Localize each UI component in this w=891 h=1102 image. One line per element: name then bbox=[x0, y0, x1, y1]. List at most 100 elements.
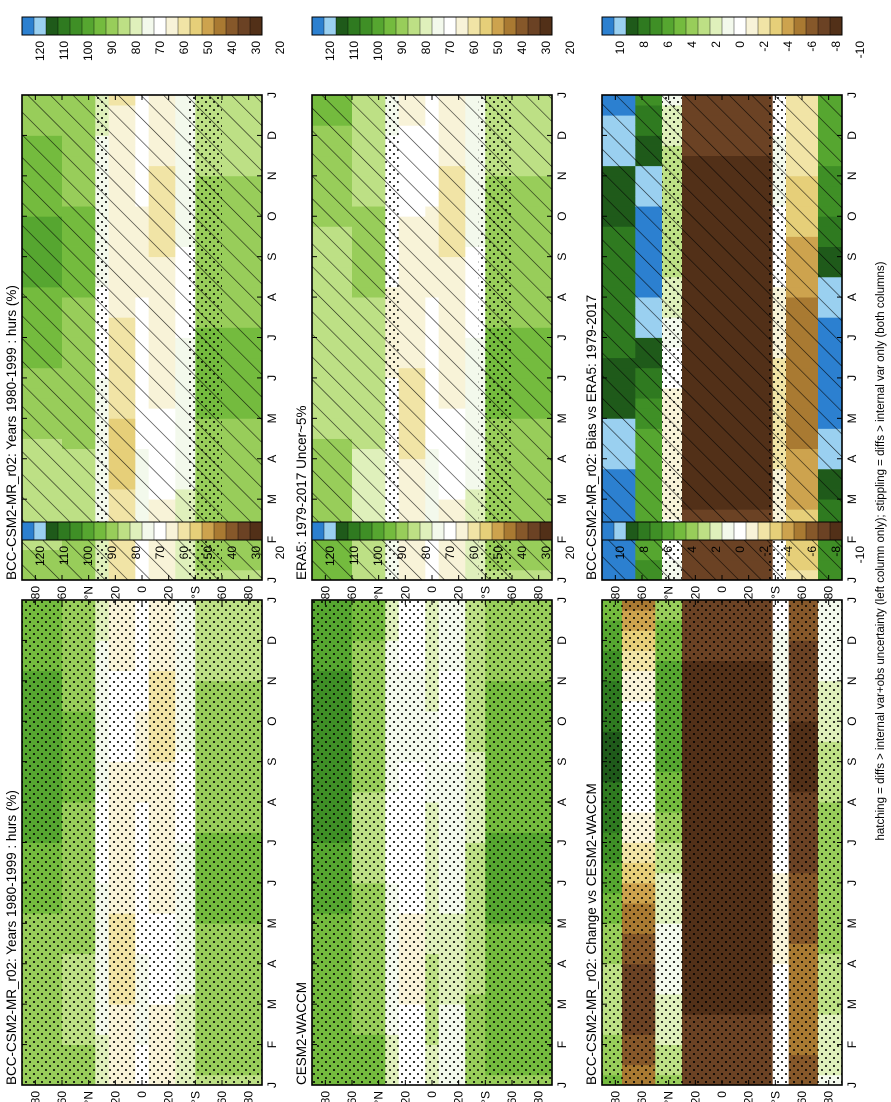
colorbar-label: 40 bbox=[225, 41, 239, 55]
month-tick-label: N bbox=[265, 676, 279, 685]
colorbar-frame bbox=[601, 16, 843, 36]
overlay-layer bbox=[22, 95, 262, 580]
stippling bbox=[478, 95, 512, 580]
stippling bbox=[662, 95, 682, 580]
colorbar-swatch bbox=[455, 16, 469, 36]
colorbar-swatch bbox=[515, 16, 529, 36]
lat-tick-label: 60 bbox=[215, 1091, 229, 1102]
colorbar-frame bbox=[311, 16, 553, 36]
colorbar-swatch bbox=[817, 16, 831, 36]
lat-tick-label: 20 bbox=[162, 1091, 176, 1102]
colorbar-swatch bbox=[117, 521, 131, 541]
colorbar-label: -8 bbox=[829, 41, 843, 52]
month-tick-label: J bbox=[555, 1082, 569, 1088]
colorbar-swatch bbox=[371, 16, 385, 36]
month-tick-label: M bbox=[555, 918, 569, 928]
colorbar-label: 60 bbox=[177, 41, 191, 55]
month-tick-label: J bbox=[265, 375, 279, 381]
colorbar-swatch bbox=[491, 16, 505, 36]
colorbar-label: 60 bbox=[467, 41, 481, 55]
panel-p3: 80 60 °N 20 0 20 °S 60 80 J F M A M J J A S O N D J ERA5: 197… bbox=[294, 16, 577, 600]
colorbar-label: 90 bbox=[105, 41, 119, 55]
colorbar-label: 110 bbox=[57, 41, 71, 60]
colorbar-swatch bbox=[93, 521, 107, 541]
colorbar-label: 30 bbox=[249, 546, 263, 560]
month-tick-label: J bbox=[265, 840, 279, 846]
colorbar-label: 110 bbox=[57, 546, 71, 565]
lat-tick-label: °S bbox=[478, 586, 492, 599]
overlay-layer bbox=[602, 600, 842, 1085]
colorbar: 120 110 100 90 80 70 60 50 40 30 20 bbox=[311, 16, 577, 61]
colorbar-label: 30 bbox=[539, 41, 553, 55]
month-tick-label: J bbox=[555, 375, 569, 381]
month-tick-label: J bbox=[845, 92, 859, 98]
colorbar-swatch bbox=[347, 16, 361, 36]
month-tick-label: S bbox=[265, 758, 279, 766]
colorbar-swatch bbox=[177, 16, 191, 36]
colorbar-swatch bbox=[613, 16, 627, 36]
colorbar: 120 110 100 90 80 70 60 50 40 30 20 bbox=[311, 521, 577, 566]
colorbar-label: 2 bbox=[709, 546, 723, 553]
colorbar-label: 90 bbox=[395, 41, 409, 55]
colorbar-swatch bbox=[467, 521, 481, 541]
colorbar-label: 70 bbox=[153, 546, 167, 560]
colorbar-swatch bbox=[637, 521, 651, 541]
colorbar-label: -6 bbox=[805, 546, 819, 557]
colorbar-label: 120 bbox=[323, 41, 337, 61]
month-tick-label: J bbox=[265, 577, 279, 583]
lat-tick-label: °N bbox=[662, 586, 676, 599]
month-tick-label: O bbox=[555, 717, 569, 726]
month-tick-label: A bbox=[265, 455, 279, 463]
colorbar-swatch bbox=[649, 521, 663, 541]
colorbar-swatch bbox=[709, 521, 723, 541]
colorbar-label: 50 bbox=[201, 41, 215, 55]
colorbar-label: 30 bbox=[249, 41, 263, 55]
colorbar-label: 20 bbox=[273, 41, 287, 55]
colorbar-label: -4 bbox=[781, 546, 795, 557]
colorbar-swatch bbox=[45, 16, 59, 36]
month-tick-label: D bbox=[555, 131, 569, 140]
colorbar-swatch bbox=[601, 521, 615, 541]
colorbar-label: 80 bbox=[129, 546, 143, 560]
month-tick-label: S bbox=[555, 253, 569, 261]
lat-tick-label: 60 bbox=[215, 586, 229, 600]
colorbar-swatch bbox=[479, 16, 493, 36]
colorbar-label: 8 bbox=[637, 546, 651, 553]
colorbar-swatch bbox=[323, 521, 337, 541]
stippling bbox=[22, 600, 262, 1085]
colorbar-label: 120 bbox=[323, 546, 337, 566]
colorbar-label: 70 bbox=[443, 41, 457, 55]
lat-tick-label: 80 bbox=[318, 1091, 332, 1102]
colorbar-swatch bbox=[781, 16, 795, 36]
colorbar-label: 100 bbox=[81, 546, 95, 566]
month-tick-label: F bbox=[555, 536, 569, 543]
hatching bbox=[602, 95, 842, 580]
lat-tick-label: 60 bbox=[505, 586, 519, 600]
month-tick-label: N bbox=[265, 171, 279, 180]
colorbar-swatch bbox=[685, 521, 699, 541]
month-tick-label: A bbox=[265, 960, 279, 968]
lat-tick-label: 0 bbox=[135, 1091, 149, 1098]
colorbar-label: 50 bbox=[491, 546, 505, 560]
colorbar-swatch bbox=[335, 521, 349, 541]
lat-tick-label: 20 bbox=[108, 1091, 122, 1102]
lat-tick-label: °N bbox=[372, 1091, 386, 1102]
panel-p2: 80 60 °N 20 0 20 °S 60 80 J F M A M J J A S O N D J BCC-CSM2-… bbox=[4, 521, 287, 1102]
colorbar-swatch bbox=[467, 16, 481, 36]
colorbar-label: -8 bbox=[829, 546, 843, 557]
colorbar-swatch bbox=[141, 16, 155, 36]
colorbar-swatch bbox=[625, 521, 639, 541]
colorbar-label: 60 bbox=[467, 546, 481, 560]
panel-title: CESM2-WACCM bbox=[294, 982, 309, 1085]
month-tick-label: A bbox=[555, 455, 569, 463]
colorbar-label: 100 bbox=[371, 546, 385, 566]
month-tick-label: J bbox=[845, 577, 859, 583]
colorbar-swatch bbox=[323, 16, 337, 36]
lat-tick-label: 60 bbox=[635, 586, 649, 600]
month-tick-label: O bbox=[845, 212, 859, 221]
colorbar-label: 70 bbox=[443, 546, 457, 560]
colorbar-swatch bbox=[237, 521, 251, 541]
colorbar-swatch bbox=[431, 521, 445, 541]
month-tick-label: J bbox=[845, 375, 859, 381]
colorbar-swatch bbox=[213, 521, 227, 541]
